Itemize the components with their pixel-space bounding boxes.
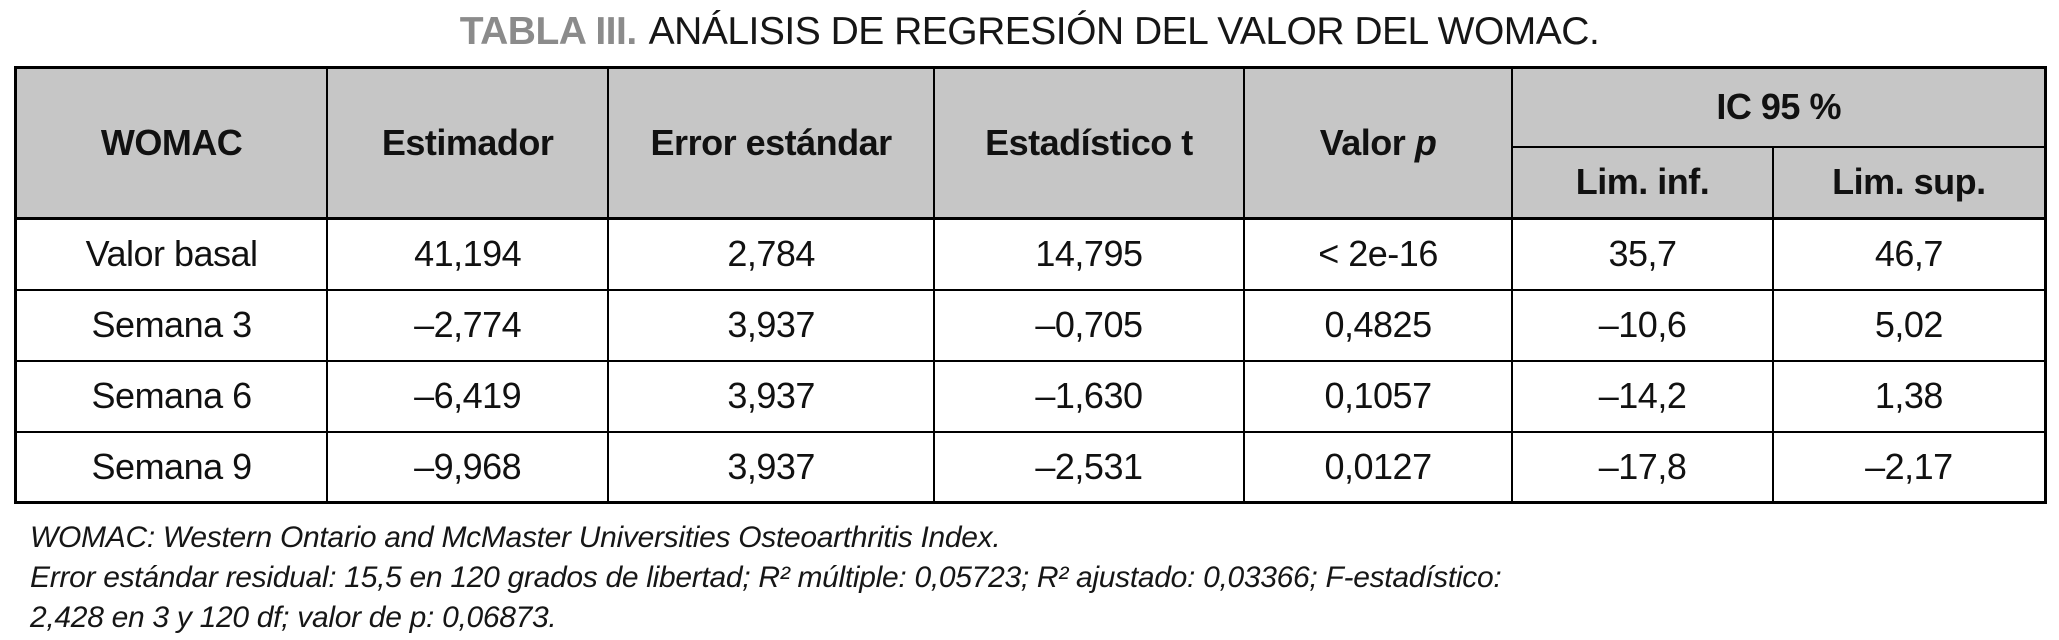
col-header-womac: WOMAC bbox=[14, 66, 329, 220]
col-header-estimador: Estimador bbox=[326, 66, 610, 220]
row-label: Valor basal bbox=[14, 217, 329, 291]
footnote-womac-definition: WOMAC: Western Ontario and McMaster Univ… bbox=[30, 521, 1001, 554]
cell-lim-inf: –17,8 bbox=[1511, 430, 1774, 504]
cell-error-estandar: 3,937 bbox=[607, 359, 936, 433]
table-title-number: TABLA III. bbox=[459, 10, 637, 53]
table-header: WOMAC Estimador Error estándar Estadísti… bbox=[14, 66, 2047, 220]
cell-error-estandar: 2,784 bbox=[607, 217, 936, 291]
cell-lim-inf: 35,7 bbox=[1511, 217, 1774, 291]
table-row-semana-9: Semana 9 –9,968 3,937 –2,531 0,0127 –17,… bbox=[14, 430, 2047, 504]
cell-estimador: –2,774 bbox=[326, 288, 610, 362]
cell-lim-sup: 5,02 bbox=[1771, 288, 2047, 362]
cell-lim-inf: –14,2 bbox=[1511, 359, 1774, 433]
cell-lim-inf: –10,6 bbox=[1511, 288, 1774, 362]
cell-valor-p: 0,1057 bbox=[1242, 359, 1514, 433]
table-row-valor-basal: Valor basal 41,194 2,784 14,795 < 2e-16 … bbox=[14, 217, 2047, 291]
table-row-semana-6: Semana 6 –6,419 3,937 –1,630 0,1057 –14,… bbox=[14, 359, 2047, 433]
cell-estadistico-t: –0,705 bbox=[933, 288, 1245, 362]
cell-lim-sup: 1,38 bbox=[1771, 359, 2047, 433]
valor-p-label: Valor bbox=[1319, 122, 1406, 163]
table-title: TABLA III. ANÁLISIS DE REGRESIÓN DEL VALO… bbox=[0, 0, 2059, 54]
cell-estadistico-t: –1,630 bbox=[933, 359, 1245, 433]
cell-lim-sup: 46,7 bbox=[1771, 217, 2047, 291]
row-label: Semana 9 bbox=[14, 430, 329, 504]
cell-error-estandar: 3,937 bbox=[607, 288, 936, 362]
cell-estimador: –9,968 bbox=[326, 430, 610, 504]
cell-estimador: –6,419 bbox=[326, 359, 610, 433]
row-label: Semana 6 bbox=[14, 359, 329, 433]
cell-valor-p: 0,0127 bbox=[1242, 430, 1514, 504]
cell-lim-sup: –2,17 bbox=[1771, 430, 2047, 504]
row-label: Semana 3 bbox=[14, 288, 329, 362]
table-row-semana-3: Semana 3 –2,774 3,937 –0,705 0,4825 –10,… bbox=[14, 288, 2047, 362]
table-body: Valor basal 41,194 2,784 14,795 < 2e-16 … bbox=[14, 217, 2047, 504]
col-header-ic95: IC 95 % bbox=[1511, 66, 2047, 148]
cell-valor-p: < 2e-16 bbox=[1242, 217, 1514, 291]
footnote-model-stats-line1: Error estándar residual: 15,5 en 120 gra… bbox=[30, 561, 1502, 594]
cell-error-estandar: 3,937 bbox=[607, 430, 936, 504]
cell-estimador: 41,194 bbox=[326, 217, 610, 291]
cell-estadistico-t: –2,531 bbox=[933, 430, 1245, 504]
valor-p-symbol: p bbox=[1414, 122, 1437, 163]
col-header-error-estandar: Error estándar bbox=[607, 66, 936, 220]
footnote-model-stats-line2: 2,428 en 3 y 120 df; valor de p: 0,06873… bbox=[30, 601, 557, 634]
regression-table: WOMAC Estimador Error estándar Estadísti… bbox=[14, 66, 2047, 504]
table-footnotes: WOMAC: Western Ontario and McMaster Univ… bbox=[30, 518, 2059, 638]
col-header-lim-sup: Lim. sup. bbox=[1771, 145, 2047, 220]
cell-valor-p: 0,4825 bbox=[1242, 288, 1514, 362]
cell-estadistico-t: 14,795 bbox=[933, 217, 1245, 291]
table-title-text: ANÁLISIS DE REGRESIÓN DEL VALOR DEL WOMA… bbox=[648, 10, 1600, 53]
col-header-lim-inf: Lim. inf. bbox=[1511, 145, 1774, 220]
col-header-estadistico-t: Estadístico t bbox=[933, 66, 1245, 220]
col-header-valor-p: Valor p bbox=[1242, 66, 1514, 220]
